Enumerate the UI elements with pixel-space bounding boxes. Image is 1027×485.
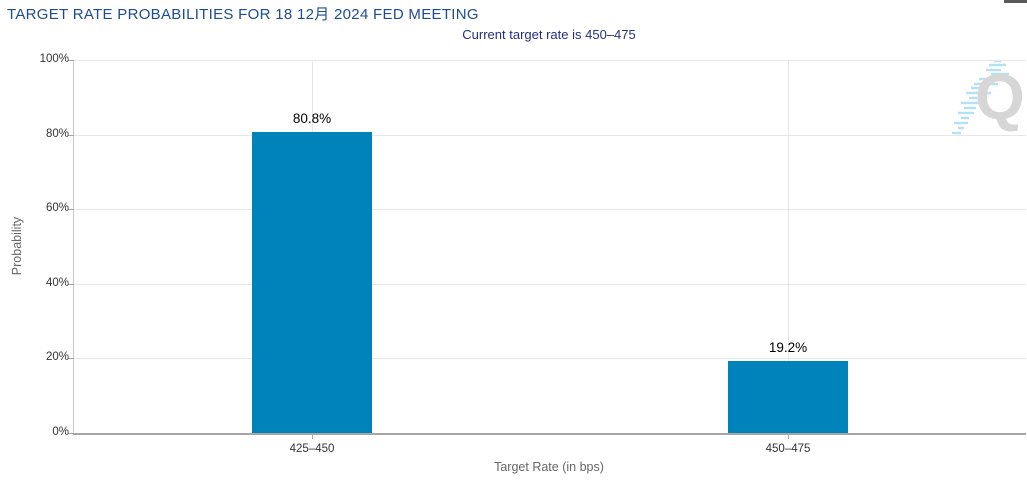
x-axis-title: Target Rate (in bps): [494, 460, 604, 474]
y-axis-title: Probability: [10, 216, 24, 276]
x-axis-tick-label: 450–475: [765, 443, 811, 455]
x-axis-tick: [312, 433, 313, 439]
quikstrike-watermark: Q: [949, 53, 1027, 137]
y-gridline: [74, 134, 1026, 136]
bar-value-label: 19.2%: [768, 340, 808, 356]
y-axis-tick: [68, 134, 74, 136]
y-axis-tick-label: 40%: [45, 276, 69, 289]
hamburger-bar: [1004, 0, 1027, 3]
chart-title: TARGET RATE PROBABILITIES FOR 18 12月 202…: [7, 6, 479, 23]
y-axis-tick-label: 20%: [45, 351, 69, 364]
y-axis-tick: [68, 283, 74, 285]
plot-area: Q 0% 20% 40% 60% 80% 100% 80.8% 425–450 19.2% 450…: [40, 53, 1026, 455]
probability-bar[interactable]: [252, 131, 372, 433]
chart-subtitle: Current target rate is 450–475: [462, 27, 636, 42]
y-axis-tick: [68, 60, 74, 61]
y-axis-tick: [68, 358, 74, 360]
x-axis-tick-label: 425–450: [289, 443, 335, 455]
y-gridline: [74, 60, 1026, 61]
y-gridline: [74, 283, 1026, 285]
y-axis-tick: [68, 209, 74, 211]
y-axis-tick-label: 100%: [39, 53, 69, 65]
probability-bar[interactable]: [728, 361, 848, 433]
y-gridline: [74, 209, 1026, 211]
y-axis-tick: [68, 433, 74, 434]
y-axis-tick-label: 60%: [45, 202, 69, 215]
x-gridline: [788, 60, 789, 433]
x-axis-tick: [788, 433, 789, 439]
watermark-q-letter: Q: [975, 61, 1025, 133]
y-axis-tick-label: 80%: [45, 127, 69, 140]
watermark-streak-icon: [952, 59, 1009, 135]
bar-value-label: 80.8%: [292, 110, 332, 126]
y-gridline: [74, 358, 1026, 360]
y-axis-tick-label: 0%: [52, 426, 69, 438]
